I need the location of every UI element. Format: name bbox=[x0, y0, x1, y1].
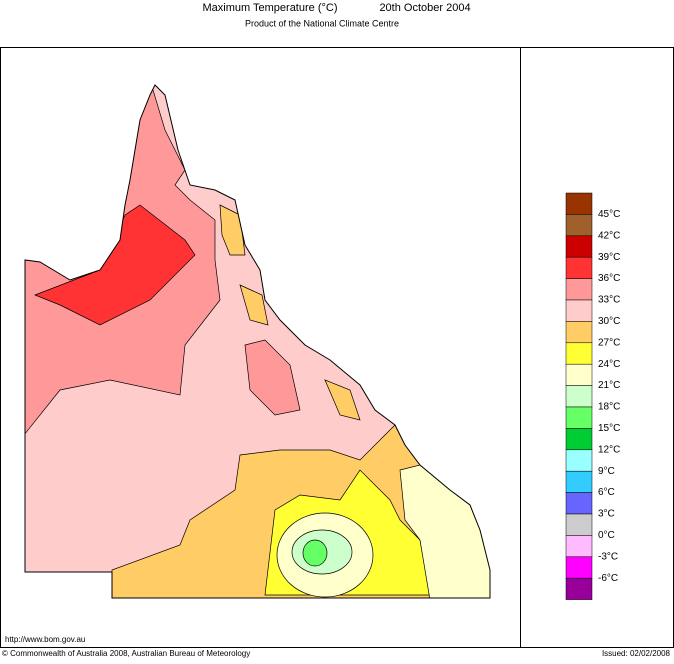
legend-swatch bbox=[565, 321, 593, 344]
legend-label: 0°C bbox=[598, 530, 615, 541]
legend-label: 36°C bbox=[598, 273, 620, 284]
legend-swatch bbox=[565, 342, 593, 365]
map bbox=[25, 85, 490, 598]
legend-swatch bbox=[565, 577, 593, 600]
legend-swatch bbox=[565, 385, 593, 408]
legend-label: 33°C bbox=[598, 295, 620, 306]
legend-swatch bbox=[565, 556, 593, 579]
legend-label: 45°C bbox=[598, 209, 620, 220]
legend-label: 15°C bbox=[598, 423, 620, 434]
legend-swatch bbox=[565, 428, 593, 451]
legend-label: 6°C bbox=[598, 487, 615, 498]
legend-swatch bbox=[565, 492, 593, 515]
legend-label: 18°C bbox=[598, 402, 620, 413]
legend-label: 27°C bbox=[598, 337, 620, 348]
legend-label: 3°C bbox=[598, 509, 615, 520]
legend-swatch bbox=[565, 470, 593, 493]
legend-swatch bbox=[565, 513, 593, 536]
legend-label: 21°C bbox=[598, 380, 620, 391]
legend-label: -3°C bbox=[598, 551, 618, 562]
legend-swatch bbox=[565, 299, 593, 322]
issued: Issued: 02/02/2008 bbox=[602, 649, 671, 658]
subtitle: Product of the National Climate Centre bbox=[245, 18, 399, 28]
legend-swatch bbox=[565, 192, 593, 215]
legend-swatch bbox=[565, 449, 593, 472]
legend-swatch bbox=[565, 363, 593, 386]
legend-label: 12°C bbox=[598, 444, 620, 455]
legend-label: 39°C bbox=[598, 252, 620, 263]
legend-swatch bbox=[565, 278, 593, 301]
legend-swatch bbox=[565, 235, 593, 258]
legend-swatch bbox=[565, 535, 593, 558]
legend-swatch bbox=[565, 214, 593, 237]
legend-swatch bbox=[565, 406, 593, 429]
legend-label: 24°C bbox=[598, 359, 620, 370]
legend: 45°C 42°C 39°C 36°C 33°C 30°C 27°C 24°C 21°C 18°C… bbox=[565, 192, 620, 600]
legend-label: 30°C bbox=[598, 316, 620, 327]
state-outline bbox=[24, 84, 491, 599]
legend-label: -6°C bbox=[598, 573, 618, 584]
zone-33-36 bbox=[244, 339, 301, 416]
legend-label: 9°C bbox=[598, 466, 615, 477]
url: http://www.bom.gov.au bbox=[5, 635, 85, 644]
legend-swatch bbox=[565, 256, 593, 279]
legend-label: 42°C bbox=[598, 230, 620, 241]
zone-27-30 bbox=[219, 204, 361, 421]
copyright: © Commonwealth of Australia 2008, Austra… bbox=[2, 649, 250, 658]
date: 20th October 2004 bbox=[379, 2, 470, 14]
zone-15-18 bbox=[302, 539, 328, 567]
title: Maximum Temperature (°C) bbox=[202, 2, 337, 14]
